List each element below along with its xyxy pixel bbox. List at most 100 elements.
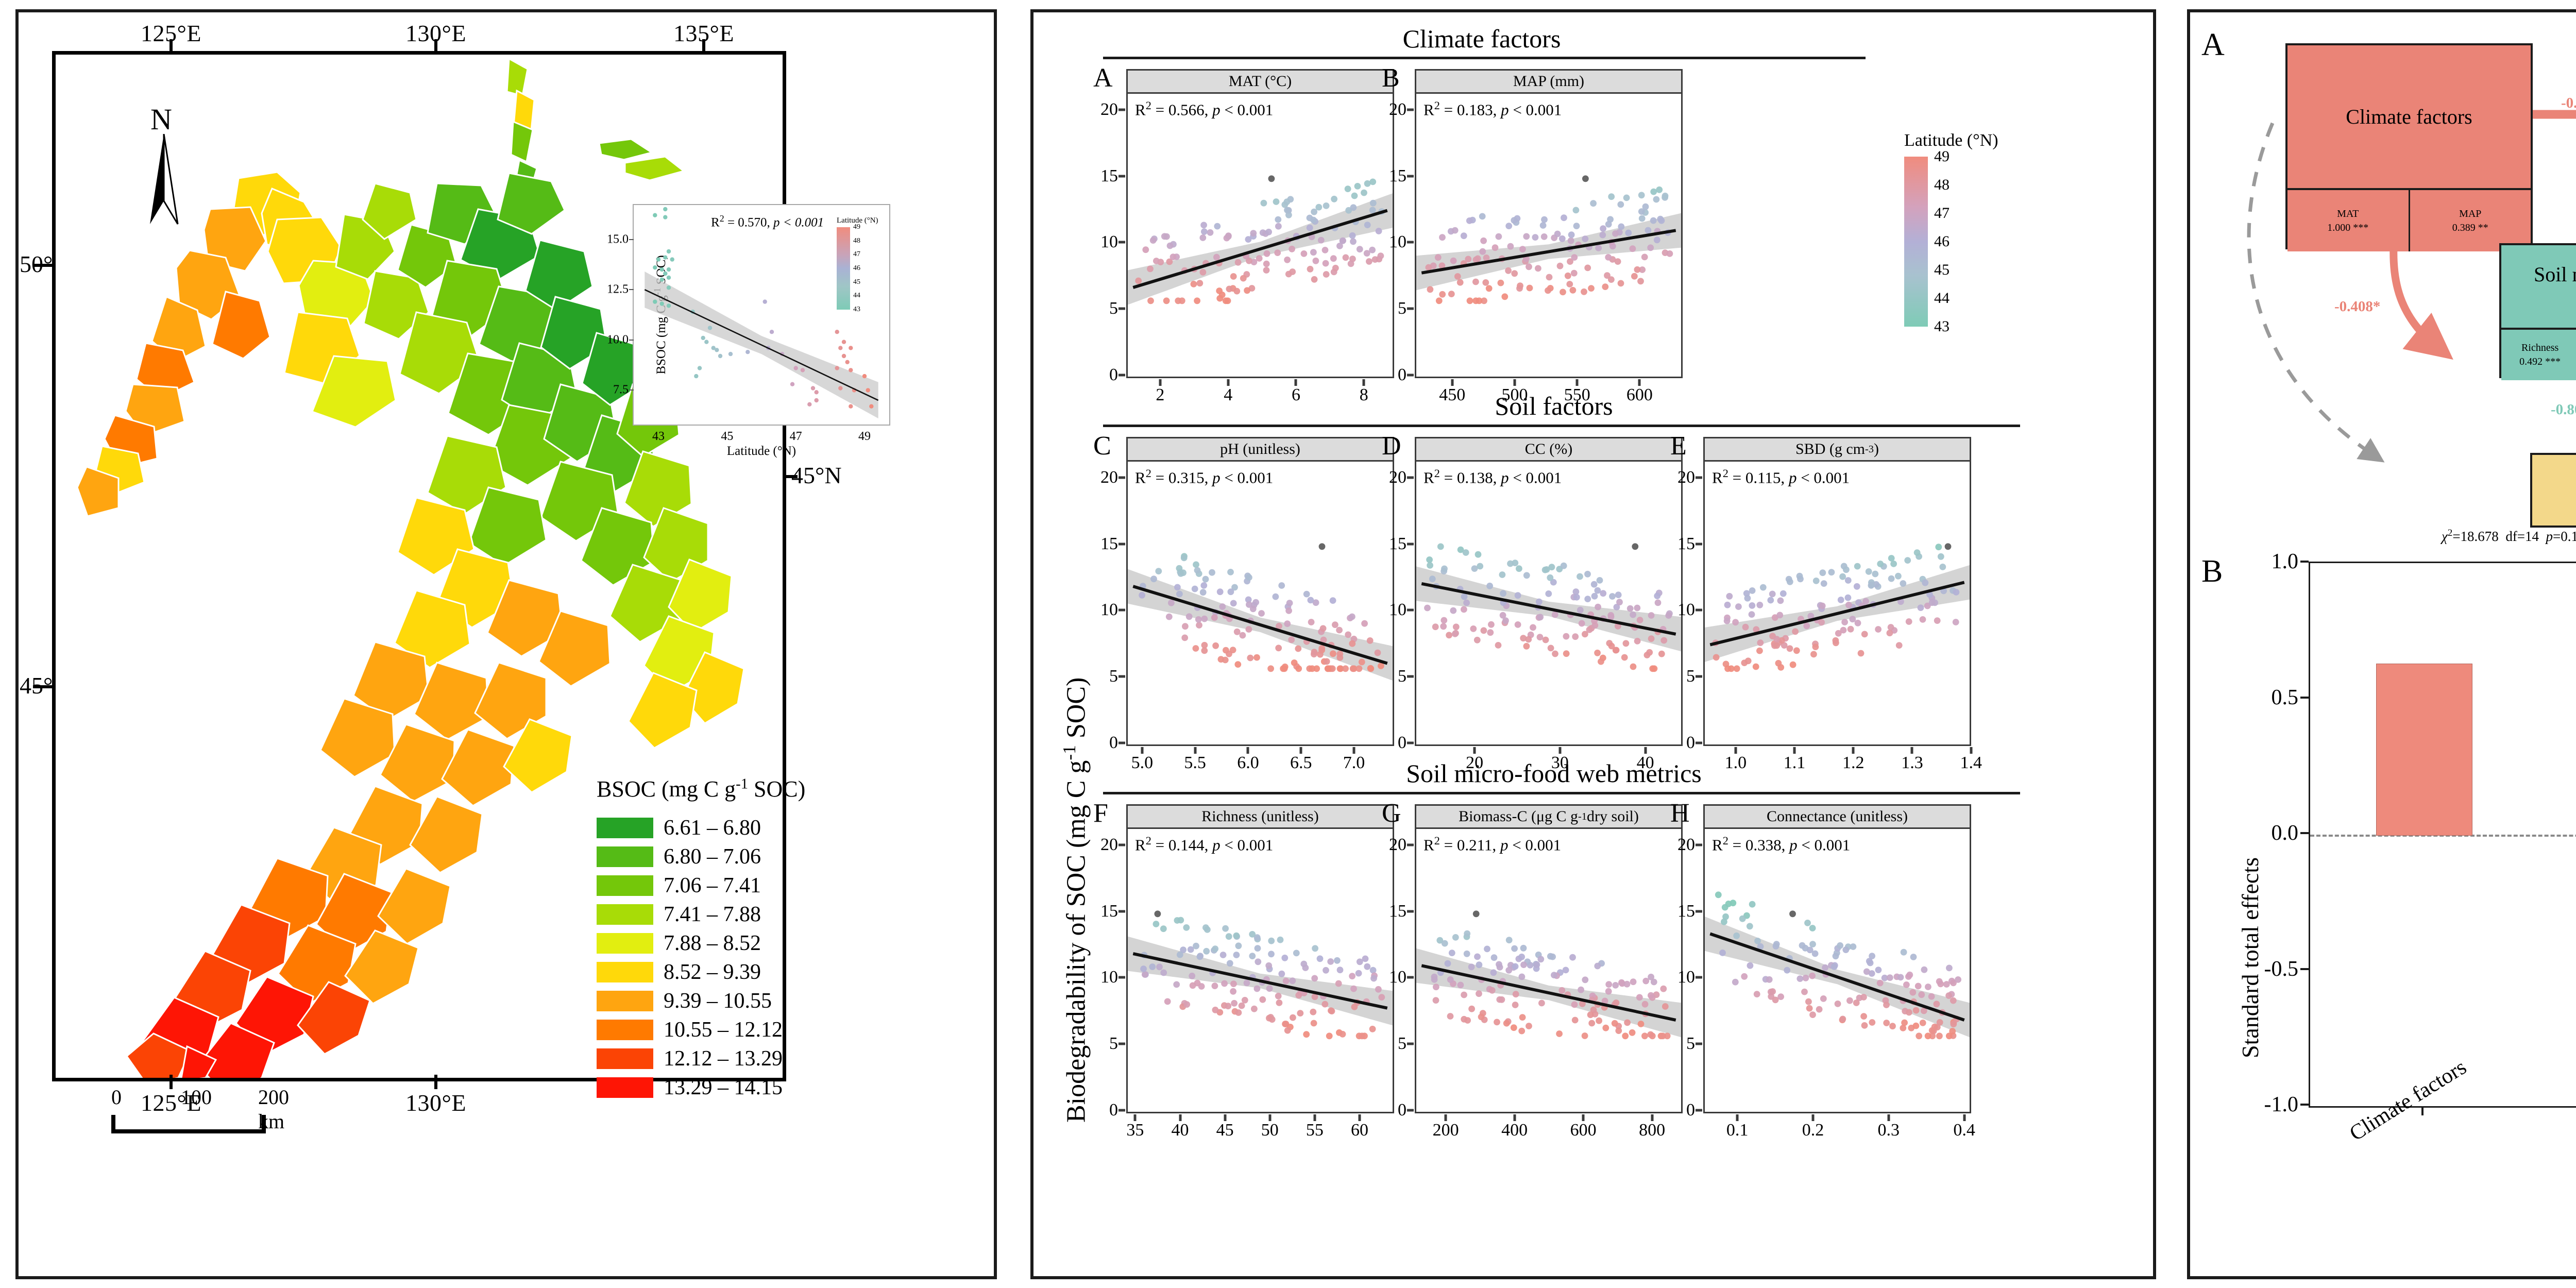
sem-node-microfood-indicators: Richness 0.492 *** Biomass-C 0.756 *** C…	[2501, 328, 2576, 380]
bar-zero-line	[2310, 835, 2576, 837]
scatter-subplot-d[interactable]: D CC (%) R2 = 0.138, p < 0.001 20 15 10 5 0 20 30…	[1382, 433, 1683, 772]
scatter-legend-tick: 46	[1934, 233, 1950, 250]
bsoc-legend-label: 8.52 – 9.39	[664, 960, 761, 984]
bar-y-tick-mark	[2300, 1104, 2309, 1106]
bar-y-tick-mark	[2300, 696, 2309, 699]
subplot-stats-label: R2 = 0.144, p < 0.001	[1135, 834, 1274, 854]
subplot-y-tick-mark	[1407, 976, 1414, 979]
subplot-y-tick: 15	[1100, 166, 1118, 185]
inset-legend-tick: 43	[853, 306, 860, 313]
lat-tick-mark-1	[33, 685, 54, 688]
subplot-plot-area: R2 = 0.315, p < 0.001	[1126, 462, 1394, 746]
subplot-x-tick-mark	[1793, 747, 1796, 754]
subplot-scatter-svg	[1705, 543, 1970, 672]
subplot-y-tick-mark	[1696, 976, 1702, 979]
subplot-y-tick: 5	[1686, 667, 1695, 686]
lon-tick-mark-bottom-0	[170, 1075, 173, 1089]
scatter-subplot-a[interactable]: A MAT (°C) R2 = 0.566, p < 0.001 20 15 10 5 0 2 4…	[1093, 65, 1394, 404]
subplot-y-tick: 10	[1389, 968, 1406, 987]
bsoc-legend-label: 10.55 – 12.12	[664, 1018, 783, 1042]
lon-tick-mark-top-0	[170, 39, 173, 53]
subplot-x-tick: 4	[1224, 385, 1233, 404]
bar-y-tick-mark	[2300, 968, 2309, 970]
subplot-letter: G	[1382, 799, 1401, 828]
subplot-x-tick: 450	[1439, 385, 1466, 404]
group-rule-soil	[1103, 425, 2020, 427]
subplot-x-tick-mark	[1362, 379, 1365, 386]
scatter-y-axis-label: Biodegradability of SOC (mg C g-1 SOC)	[1059, 677, 1091, 1123]
sem-panel-letter: A	[2201, 27, 2225, 62]
inset-x-tick: 47	[789, 430, 802, 443]
scatter-subplot-f[interactable]: F Richness (unitless) R2 = 0.144, p < 0.00…	[1093, 800, 1394, 1140]
subplot-strip-title: CC (%)	[1415, 437, 1683, 462]
sem-indicator-map: MAP 0.389 **	[2408, 190, 2531, 251]
subplot-x-tick-mark	[1159, 379, 1162, 386]
subplot-y-tick-mark	[1118, 976, 1125, 979]
sem-node-bsoc-title: BSOC	[2532, 455, 2576, 526]
bar-plot-area[interactable]	[2309, 562, 2576, 1108]
subplot-x-tick-mark	[1194, 747, 1197, 754]
subplot-scatter-svg	[1128, 175, 1393, 305]
subplot-x-tick: 6.0	[1237, 753, 1259, 772]
subplot-y-tick: 5	[1109, 667, 1118, 686]
subplot-y-tick-mark	[1118, 175, 1125, 178]
bsoc-legend-title: BSOC (mg C g-1 SOC)	[597, 776, 806, 802]
inset-legend-tick: 44	[853, 292, 860, 300]
subplot-y-tick-mark	[1118, 476, 1125, 479]
subplot-x-tick: 0.3	[1877, 1121, 1900, 1140]
subplot-y-tick-mark	[1696, 843, 1702, 846]
subplot-y-tick: 15	[1100, 534, 1118, 553]
inset-y-tick: 10.0	[607, 333, 629, 347]
bsoc-legend-swatch	[597, 1048, 653, 1069]
bsoc-legend-label: 6.80 – 7.06	[664, 845, 761, 869]
bar-rect[interactable]	[2376, 664, 2473, 836]
subplot-x-tick: 50	[1261, 1121, 1279, 1140]
subplot-x-tick-mark	[1451, 379, 1454, 386]
bar-panel-letter: B	[2201, 554, 2223, 589]
subplot-letter: C	[1093, 431, 1111, 461]
bsoc-latitude-inset-plot[interactable]: BSOC (mg C g-1 SOC) Latitude (°N) R2 = 0…	[607, 204, 890, 458]
scatter-subplot-b[interactable]: B MAP (mm) R2 = 0.183, p < 0.001 20 15 10 5 0 45…	[1382, 65, 1683, 404]
sem-node-microfood[interactable]: Soil micro-food web metrics Richness 0.4…	[2499, 243, 2576, 380]
subplot-y-tick: 0	[1398, 1100, 1406, 1120]
subplot-x-tick-mark	[1299, 747, 1302, 754]
subplot-y-tick: 5	[1109, 1034, 1118, 1054]
sem-node-bsoc[interactable]: BSOC R2=0.654	[2530, 453, 2576, 528]
group-title-climate: Climate factors	[1402, 24, 1561, 53]
subplot-letter: F	[1093, 799, 1108, 828]
north-arrow-label: N	[150, 103, 172, 136]
subplot-x-tick-mark	[1133, 1114, 1137, 1121]
lon-tick-label-bottom-0: 125°E	[141, 1090, 201, 1116]
subplot-y-tick: 15	[1389, 166, 1406, 185]
sem-node-climate[interactable]: Climate factors MAT 1.000 *** MAP 0.389 …	[2285, 43, 2533, 251]
subplot-stats-label: R2 = 0.315, p < 0.001	[1135, 467, 1274, 487]
subplot-y-tick-mark	[1696, 476, 1702, 479]
bsoc-legend-row: 9.39 – 10.55	[597, 987, 865, 1015]
lon-tick-label-bottom-1: 130°E	[405, 1090, 466, 1116]
subplot-y-tick: 10	[1100, 600, 1118, 620]
subplot-scatter-svg	[1416, 175, 1681, 304]
subplot-y-tick-mark	[1118, 1042, 1125, 1045]
subplot-y-tick: 20	[1100, 835, 1118, 854]
subplot-x-tick: 1.2	[1842, 753, 1865, 772]
subplot-y-tick: 20	[1100, 99, 1118, 119]
bar-y-tick: -0.5	[2264, 957, 2299, 981]
subplot-y-tick-mark	[1696, 675, 1702, 678]
subplot-y-tick-mark	[1118, 1109, 1125, 1112]
map-canvas[interactable]: N	[52, 51, 890, 1133]
scatter-subplot-g[interactable]: G Biomass-C (μg C g -1 dry soil) R2 = 0.211…	[1382, 800, 1683, 1140]
subplot-scatter-svg	[1128, 910, 1393, 1040]
inset-x-tick: 49	[858, 430, 871, 443]
subplot-x-tick-mark	[1246, 747, 1249, 754]
scatter-subplot-e[interactable]: E SBD (g cm -3) R2 = 0.115, p < 0.001 20 15 10…	[1670, 433, 1982, 773]
subplot-y-tick: 5	[1398, 667, 1406, 686]
inset-x-tick: 45	[721, 430, 734, 443]
subplot-y-tick-mark	[1696, 543, 1702, 546]
bsoc-legend-label: 7.06 – 7.41	[664, 874, 761, 897]
subplot-y-tick: 15	[1389, 534, 1406, 553]
scatter-subplot-h[interactable]: H Connectance (unitless) R2 = 0.338, p < 0…	[1670, 800, 1975, 1140]
subplot-x-tick: 1.3	[1901, 753, 1923, 772]
subplot-scatter-svg	[1705, 891, 1970, 1040]
